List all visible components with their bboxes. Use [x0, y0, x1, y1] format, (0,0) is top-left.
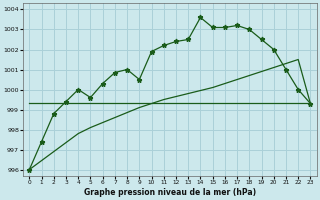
X-axis label: Graphe pression niveau de la mer (hPa): Graphe pression niveau de la mer (hPa) — [84, 188, 256, 197]
